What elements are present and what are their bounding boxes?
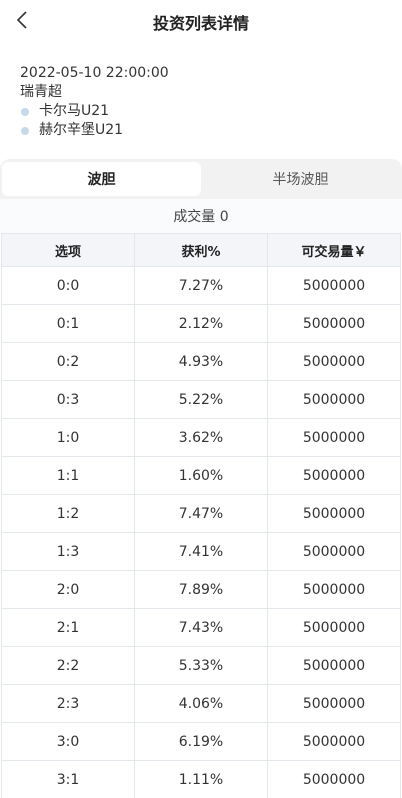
cell-volume: 5000000 bbox=[267, 418, 401, 457]
table-row[interactable]: 1:3 7.41% 5000000 bbox=[1, 532, 401, 571]
column-header-volume: 可交易量￥ bbox=[267, 233, 401, 267]
cell-option: 2:1 bbox=[1, 608, 135, 647]
cell-option: 3:0 bbox=[1, 722, 135, 761]
cell-option: 1:1 bbox=[1, 456, 135, 495]
cell-option: 2:2 bbox=[1, 646, 135, 685]
cell-option: 2:3 bbox=[1, 684, 135, 723]
table-row[interactable]: 0:0 7.27% 5000000 bbox=[1, 266, 401, 305]
cell-volume: 5000000 bbox=[267, 456, 401, 495]
cell-profit: 3.62% bbox=[134, 418, 268, 457]
column-header-option: 选项 bbox=[1, 233, 135, 267]
cell-profit: 7.43% bbox=[134, 608, 268, 647]
cell-option: 0:3 bbox=[1, 380, 135, 419]
table-body: 0:0 7.27% 5000000 0:1 2.12% 5000000 0:2 4.93% 50… bbox=[1, 266, 401, 798]
tab-half-time-correct-score[interactable]: 半场波胆 bbox=[272, 172, 329, 188]
table-row[interactable]: 1:2 7.47% 5000000 bbox=[1, 494, 401, 533]
column-header-profit: 获利% bbox=[134, 233, 268, 267]
table-row[interactable]: 0:1 2.12% 5000000 bbox=[1, 304, 401, 343]
tab-correct-score[interactable]: 波胆 bbox=[2, 162, 201, 196]
cell-profit: 7.41% bbox=[134, 532, 268, 571]
cell-profit: 7.27% bbox=[134, 266, 268, 305]
cell-volume: 5000000 bbox=[267, 608, 401, 647]
table-row[interactable]: 3:0 6.19% 5000000 bbox=[1, 722, 401, 761]
tab-bar: 波胆 半场波胆 bbox=[0, 159, 402, 199]
league-name: 瑞青超 bbox=[20, 84, 62, 100]
cell-option: 3:1 bbox=[1, 760, 135, 798]
cell-volume: 5000000 bbox=[267, 646, 401, 685]
cell-option: 0:2 bbox=[1, 342, 135, 381]
table-header-row: 选项 获利% 可交易量￥ bbox=[1, 233, 401, 267]
cell-option: 0:0 bbox=[1, 266, 135, 305]
table-row[interactable]: 3:1 1.11% 5000000 bbox=[1, 760, 401, 798]
table-row[interactable]: 2:2 5.33% 5000000 bbox=[1, 646, 401, 685]
cell-option: 0:1 bbox=[1, 304, 135, 343]
header-bar: 投资列表详情 bbox=[0, 0, 402, 44]
table-row[interactable]: 2:1 7.43% 5000000 bbox=[1, 608, 401, 647]
volume-text: 成交量 0 bbox=[0, 199, 402, 233]
cell-volume: 5000000 bbox=[267, 266, 401, 305]
cell-profit: 5.33% bbox=[134, 646, 268, 685]
match-time: 2022-05-10 22:00:00 bbox=[20, 65, 169, 81]
cell-profit: 5.22% bbox=[134, 380, 268, 419]
table-row[interactable]: 1:1 1.60% 5000000 bbox=[1, 456, 401, 495]
cell-option: 2:0 bbox=[1, 570, 135, 609]
away-team-name: 赫尔辛堡U21 bbox=[39, 122, 124, 138]
table-row[interactable]: 2:0 7.89% 5000000 bbox=[1, 570, 401, 609]
cell-option: 1:0 bbox=[1, 418, 135, 457]
cell-option: 1:3 bbox=[1, 532, 135, 571]
cell-profit: 4.93% bbox=[134, 342, 268, 381]
page-title: 投资列表详情 bbox=[152, 14, 249, 33]
table-row[interactable]: 0:2 4.93% 5000000 bbox=[1, 342, 401, 381]
cell-volume: 5000000 bbox=[267, 380, 401, 419]
back-button[interactable] bbox=[8, 4, 36, 36]
cell-profit: 7.89% bbox=[134, 570, 268, 609]
cell-profit: 4.06% bbox=[134, 684, 268, 723]
cell-profit: 6.19% bbox=[134, 722, 268, 761]
cell-profit: 1.11% bbox=[134, 760, 268, 798]
odds-table: 选项 获利% 可交易量￥ 0:0 7.27% 5000000 0:1 2.12% 5000… bbox=[1, 233, 401, 798]
chevron-left-icon bbox=[16, 11, 27, 29]
cell-profit: 2.12% bbox=[134, 304, 268, 343]
table-row[interactable]: 0:3 5.22% 5000000 bbox=[1, 380, 401, 419]
away-team-row: 赫尔辛堡U21 bbox=[20, 121, 382, 140]
cell-option: 1:2 bbox=[1, 494, 135, 533]
table-row[interactable]: 2:3 4.06% 5000000 bbox=[1, 684, 401, 723]
team-dot-icon bbox=[21, 126, 29, 135]
cell-volume: 5000000 bbox=[267, 684, 401, 723]
cell-volume: 5000000 bbox=[267, 532, 401, 571]
cell-volume: 5000000 bbox=[267, 494, 401, 533]
cell-profit: 7.47% bbox=[134, 494, 268, 533]
team-dot-icon bbox=[21, 107, 29, 116]
cell-volume: 5000000 bbox=[267, 342, 401, 381]
match-info: 2022-05-10 22:00:00 瑞青超 卡尔马U21 赫尔辛堡U21 bbox=[0, 44, 402, 159]
cell-profit: 1.60% bbox=[134, 456, 268, 495]
table-row[interactable]: 1:0 3.62% 5000000 bbox=[1, 418, 401, 457]
home-team-name: 卡尔马U21 bbox=[39, 103, 110, 119]
cell-volume: 5000000 bbox=[267, 722, 401, 761]
cell-volume: 5000000 bbox=[267, 304, 401, 343]
cell-volume: 5000000 bbox=[267, 760, 401, 798]
cell-volume: 5000000 bbox=[267, 570, 401, 609]
home-team-row: 卡尔马U21 bbox=[20, 102, 382, 121]
